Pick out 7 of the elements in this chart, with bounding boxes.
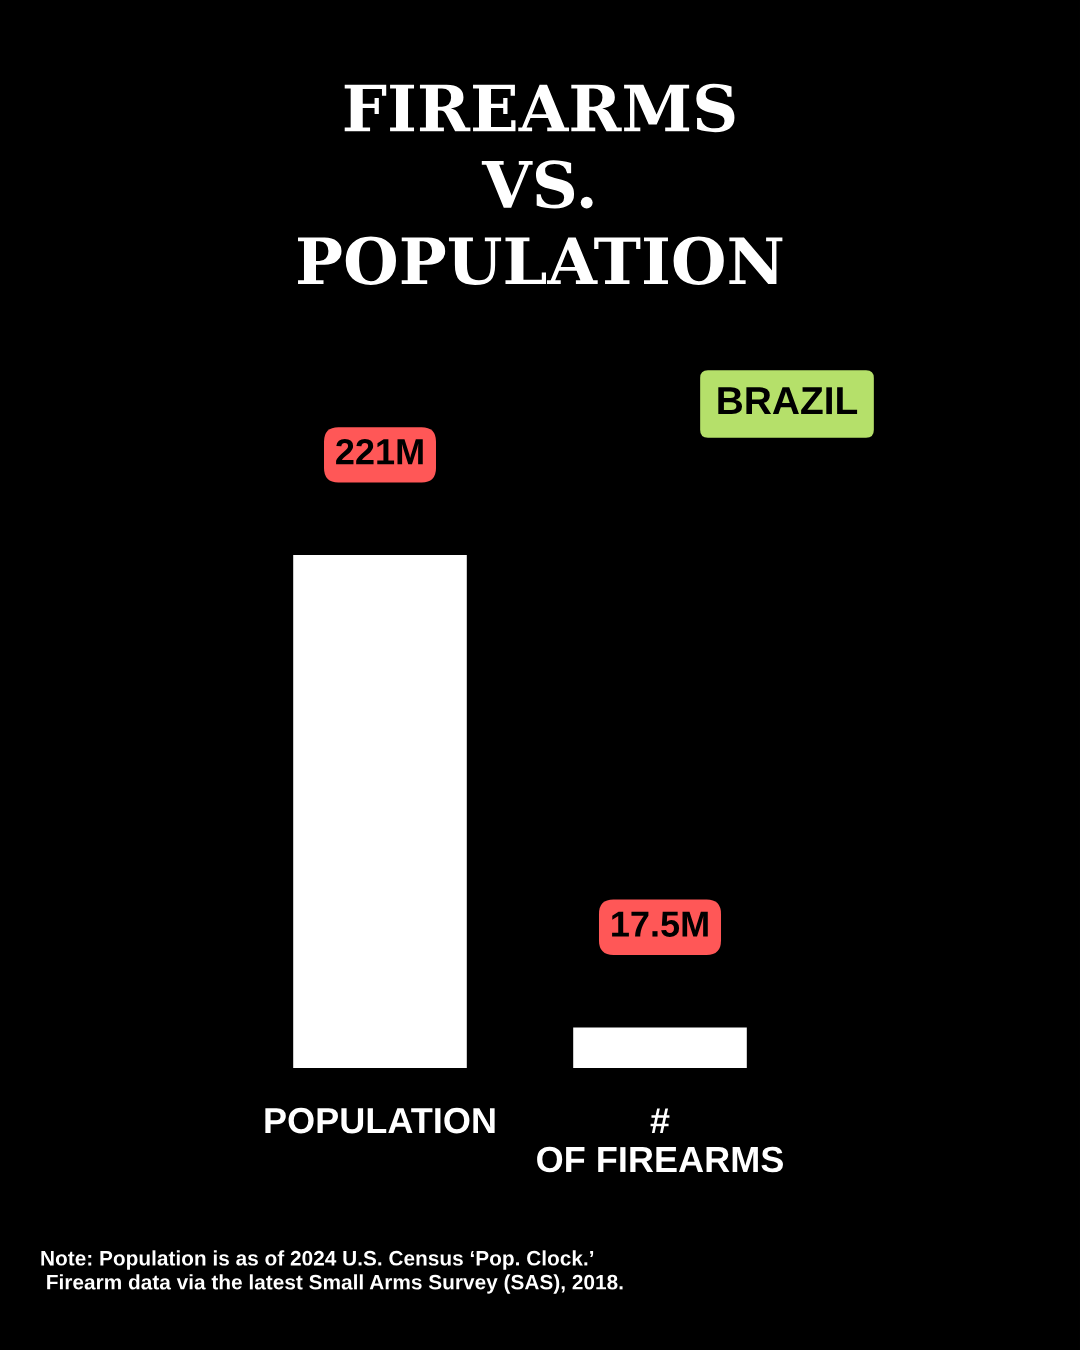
data-label: 221M <box>336 438 423 465</box>
chart-title: FIREARMS VS. POPULATION <box>298 83 783 285</box>
data-label: 17.5M <box>612 911 708 937</box>
chart-subtitle: BRAZIL <box>718 387 858 415</box>
x-tick-label: # OF FIREARMS <box>537 1108 783 1173</box>
text: Note: Population is as of 2024 U.S. Census ‘Pop. Clock.’ Firearm data via the latest Small Arms Survey (SAS), 2018. <box>41 1250 623 1294</box>
x-tick-label: POPULATION <box>265 1107 495 1134</box>
